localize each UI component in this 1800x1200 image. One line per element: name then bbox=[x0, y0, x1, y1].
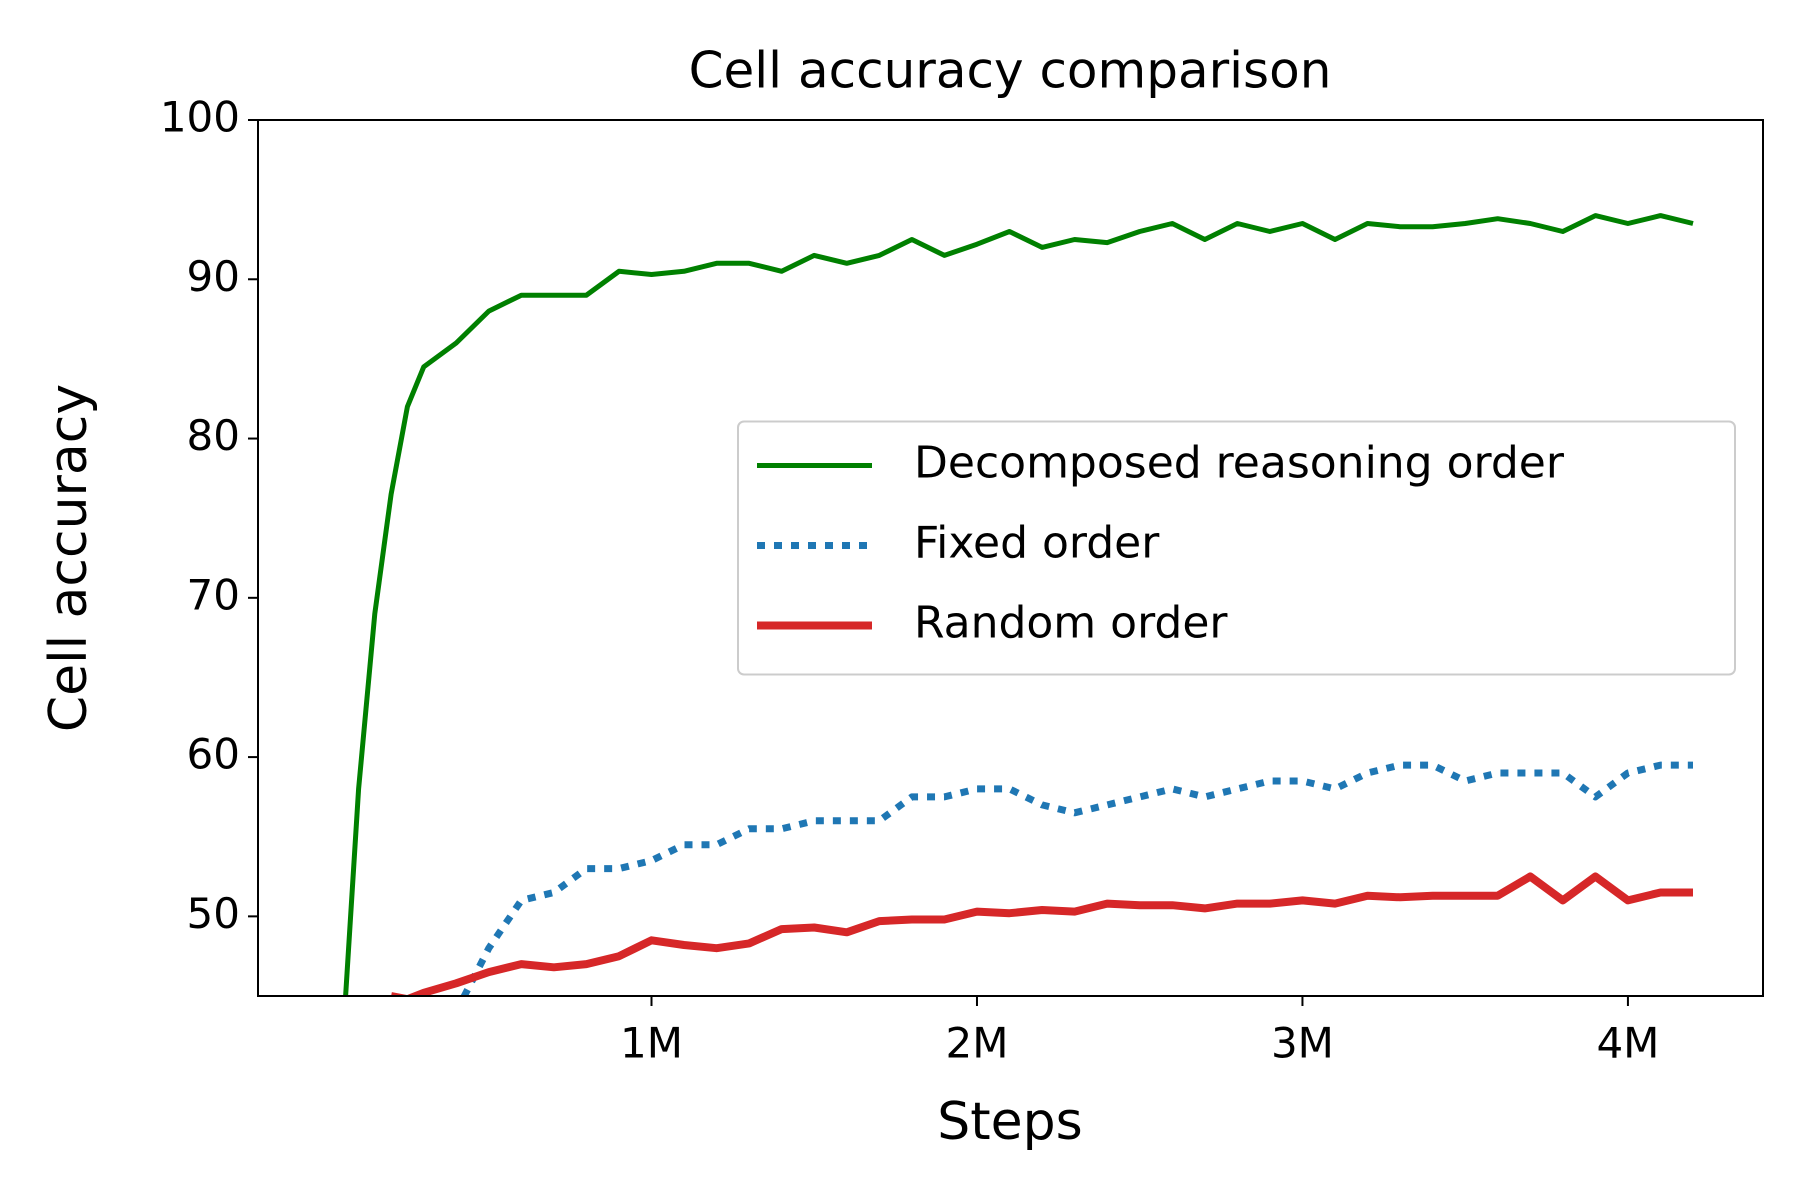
x-tick-label: 2M bbox=[945, 1019, 1008, 1068]
series-line bbox=[391, 872, 1693, 996]
plot-area bbox=[343, 213, 1694, 996]
x-tick-label: 3M bbox=[1271, 1019, 1334, 1068]
series-line bbox=[460, 761, 1693, 996]
legend-label: Decomposed reasoning order bbox=[914, 438, 1565, 489]
chart-title: Cell accuracy comparison bbox=[689, 42, 1332, 100]
y-tick-label: 100 bbox=[160, 93, 240, 142]
x-tick-label: 4M bbox=[1596, 1019, 1659, 1068]
plot-frame bbox=[257, 119, 1764, 997]
y-tick-label: 90 bbox=[187, 252, 240, 301]
y-tick-label: 50 bbox=[187, 889, 240, 938]
legend-label: Fixed order bbox=[914, 518, 1160, 569]
x-tick-label: 1M bbox=[620, 1019, 683, 1068]
legend-label: Random order bbox=[914, 598, 1228, 649]
y-tick-label: 80 bbox=[187, 411, 240, 460]
series-line bbox=[343, 213, 1694, 996]
y-axis-label: Cell accuracy bbox=[39, 384, 99, 732]
x-axis-label: Steps bbox=[937, 1092, 1083, 1152]
y-tick-label: 60 bbox=[187, 730, 240, 779]
legend-box bbox=[737, 420, 1736, 676]
y-tick-label: 70 bbox=[187, 570, 240, 619]
